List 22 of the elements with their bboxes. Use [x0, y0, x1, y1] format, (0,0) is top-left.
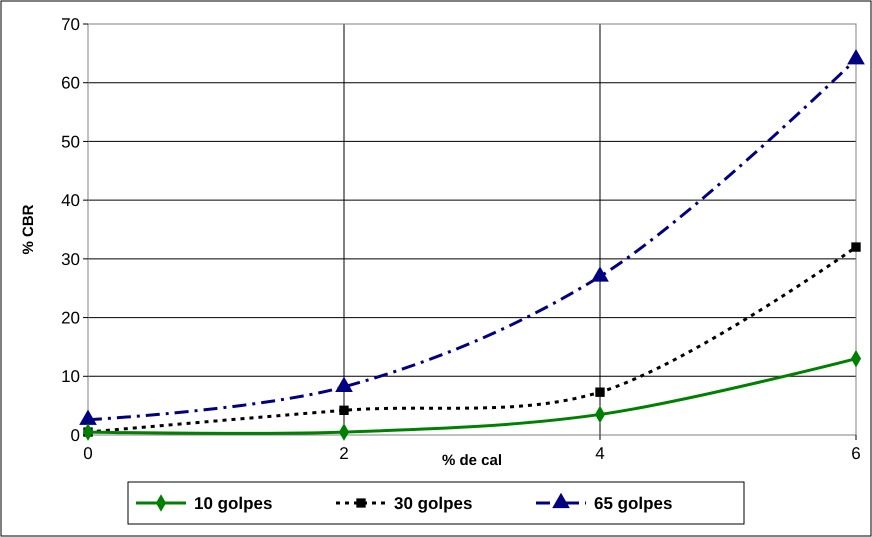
x-tick-label: 4	[595, 444, 605, 463]
x-tick-label: 6	[851, 444, 861, 463]
y-tick-label: 10	[61, 367, 80, 386]
y-tick-label: 40	[61, 191, 80, 210]
legend-label: 30 golpes	[394, 494, 472, 513]
legend-label: 65 golpes	[594, 494, 672, 513]
y-tick-label: 20	[61, 308, 80, 328]
y-tick-label: 60	[61, 74, 80, 93]
y-tick-label: 50	[61, 132, 80, 152]
point	[339, 406, 349, 416]
x-axis-title: % de cal	[442, 452, 502, 469]
y-tick-label: 30	[61, 250, 80, 269]
legend-label: 10 golpes	[194, 494, 272, 513]
x-tick-label: 2	[339, 444, 349, 463]
point	[848, 50, 864, 64]
point	[851, 242, 861, 252]
y-axis-title: % CBR	[20, 204, 37, 255]
x-tick-label: 0	[83, 444, 93, 463]
point	[592, 266, 608, 282]
y-tick-label: 0	[70, 426, 80, 445]
point	[595, 387, 605, 397]
y-tick-label: 70	[61, 14, 80, 34]
